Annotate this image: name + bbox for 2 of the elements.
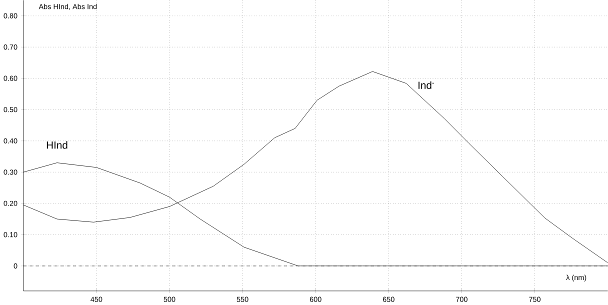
series-label: Ind$^{-}$	[418, 81, 434, 89]
series-label: HInd	[46, 141, 68, 149]
